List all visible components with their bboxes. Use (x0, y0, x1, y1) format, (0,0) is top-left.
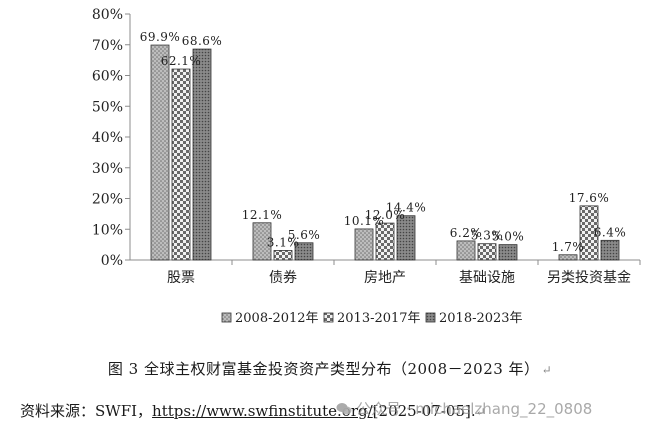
watermark: 公众号 · michaelzhang_22_0808 (336, 398, 592, 419)
source-return-mark: ↵ (475, 405, 486, 419)
legend-swatch (425, 312, 436, 323)
data-label: 12.1% (242, 208, 283, 222)
bar (477, 243, 497, 261)
bar (294, 242, 314, 261)
wechat-icon (336, 403, 352, 415)
caption-return-mark: ↵ (541, 363, 553, 377)
y-tick-label: 70% (92, 38, 123, 54)
caption-text: 图 3 全球主权财富基金投资资产类型分布（2008－2023 年） (107, 360, 540, 378)
bar (252, 222, 272, 261)
x-tick-label: 基础设施 (459, 269, 515, 286)
data-label: 5.6% (288, 228, 321, 242)
data-label: 5.0% (492, 230, 525, 244)
data-label: 12.0% (365, 208, 406, 222)
legend-label: 2013-2017年 (337, 311, 421, 326)
y-tick-label: 40% (92, 130, 123, 146)
y-tick-label: 30% (92, 161, 123, 177)
data-label: 3.1% (267, 235, 300, 249)
data-label: 5.3% (471, 229, 504, 243)
y-tick-label: 20% (92, 192, 123, 208)
bar-chart: 0% 10% 20% 30% 40% 50% 60% 70% 80% 股票 债券 房地产 基础设施 另类投… (92, 7, 641, 326)
legend-swatch (323, 312, 334, 323)
data-label: 62.1% (161, 54, 202, 68)
source-link[interactable]: https://www.swfinstitute.org/ (152, 402, 373, 420)
data-label: 6.2% (450, 226, 483, 240)
legend-label: 2018-2023年 (439, 311, 523, 326)
legend-label: 2008-2012年 (235, 311, 319, 326)
y-tick-label: 50% (92, 99, 123, 115)
bar (600, 239, 620, 261)
data-label: 68.6% (182, 34, 223, 48)
x-tick-label: 债券 (269, 270, 297, 286)
legend-swatch (221, 312, 232, 323)
data-label: 10.1% (344, 214, 385, 228)
bar (558, 254, 578, 261)
data-label: 14.4% (386, 201, 427, 215)
data-label: 69.9% (140, 30, 181, 44)
source-prefix: 资料来源：SWFI， (20, 402, 153, 420)
source-suffix: [2025-07-05]. (372, 402, 476, 420)
x-tick-label: 房地产 (364, 270, 406, 286)
y-tick-label: 80% (92, 7, 123, 23)
data-label: 17.6% (569, 191, 610, 205)
source-note: 资料来源：SWFI，https://www.swfinstitute.org/[… (20, 400, 486, 421)
y-tick-label: 0% (101, 253, 123, 269)
bar (192, 48, 212, 261)
y-tick-label: 60% (92, 69, 123, 85)
bar (396, 215, 416, 261)
bar (579, 205, 599, 261)
x-tick-label: 另类投资基金 (547, 269, 631, 286)
bar (354, 228, 374, 261)
bar (375, 222, 395, 261)
bar (498, 244, 518, 261)
data-label: 1.7% (552, 240, 585, 254)
bar (456, 240, 476, 261)
y-tick-label: 10% (92, 222, 123, 238)
watermark-text: 公众号 · michaelzhang_22_0808 (356, 400, 593, 418)
figure-caption: 图 3 全球主权财富基金投资资产类型分布（2008－2023 年） ↵ (0, 358, 660, 379)
bar (273, 250, 293, 261)
x-tick-label: 股票 (167, 270, 195, 286)
bar (150, 44, 170, 261)
bar (171, 68, 191, 261)
data-label: 6.4% (594, 225, 627, 239)
